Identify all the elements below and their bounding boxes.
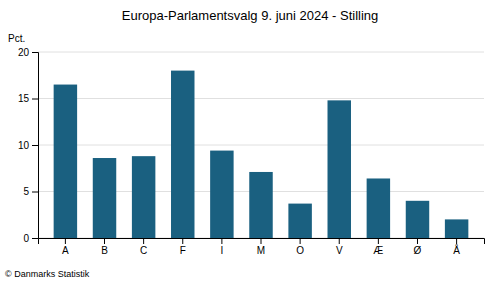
- x-tick: V: [336, 238, 343, 256]
- chart-svg: Europa-Parlamentsvalg 9. juni 2024 - Sti…: [0, 0, 500, 282]
- x-tick: F: [180, 238, 186, 256]
- y-tick-mark: [32, 52, 38, 53]
- x-tick: Å: [453, 238, 460, 256]
- grid-line: [38, 145, 484, 146]
- bar: [132, 156, 155, 238]
- x-tick-mark: [182, 238, 183, 244]
- y-tick: 0: [23, 233, 38, 244]
- x-tick-mark: [417, 238, 418, 244]
- x-tick: Ø: [414, 238, 422, 256]
- y-tick: 15: [18, 93, 38, 104]
- y-tick: 20: [18, 47, 38, 58]
- x-tick-mark: [456, 238, 457, 244]
- y-tick-label: 10: [18, 140, 30, 151]
- x-tick-mark: [261, 238, 262, 244]
- y-tick-label: 5: [23, 186, 29, 197]
- x-tick-label: O: [296, 245, 304, 256]
- y-tick-label: 20: [18, 47, 30, 58]
- y-tick-label: 0: [23, 233, 29, 244]
- bar: [171, 71, 194, 238]
- x-tick-label: B: [101, 245, 108, 256]
- x-tick-label: M: [257, 245, 265, 256]
- bar: [210, 151, 233, 238]
- x-tick-label: I: [220, 245, 223, 256]
- x-tick-mark: [65, 238, 66, 244]
- title: Europa-Parlamentsvalg 9. juni 2024 - Sti…: [122, 8, 379, 23]
- y-tick-mark: [32, 192, 38, 193]
- x-tick-mark: [300, 238, 301, 244]
- bar: [406, 201, 429, 238]
- x-tick-label: Æ: [373, 245, 383, 256]
- chart-container: Europa-Parlamentsvalg 9. juni 2024 - Sti…: [0, 0, 500, 282]
- x-tick-label: Ø: [414, 245, 422, 256]
- grid: [38, 52, 484, 238]
- x-tick-mark: [104, 238, 105, 244]
- bar: [367, 178, 390, 238]
- y-axis-line: [32, 53, 39, 239]
- x-tick-mark: [221, 238, 222, 244]
- x-tick: B: [101, 238, 108, 256]
- grid-line: [38, 98, 484, 99]
- bar: [445, 219, 468, 238]
- x-tick: O: [296, 238, 304, 256]
- footnote: © Danmarks Statistik: [5, 269, 90, 279]
- grid-line: [38, 52, 484, 53]
- y-axis: 0 5 10 15 20: [18, 47, 39, 244]
- x-tick-label: F: [180, 245, 186, 256]
- x-tick-label: A: [62, 245, 69, 256]
- bar: [288, 204, 311, 238]
- x-tick-mark: [378, 238, 379, 244]
- bar: [54, 85, 77, 238]
- y-tick-label: 15: [18, 93, 30, 104]
- plot: 0 5 10 15 20 A B C F I M O V Æ Ø Å: [18, 47, 485, 256]
- x-tick: A: [62, 238, 69, 256]
- x-tick-label: Å: [453, 244, 460, 256]
- bars: [54, 71, 469, 238]
- x-axis: ABCFIMOVÆØÅ: [39, 238, 485, 256]
- y-tick: 5: [23, 186, 38, 197]
- x-tick: I: [220, 238, 223, 256]
- x-tick-label: V: [336, 245, 343, 256]
- y-tick-mark: [32, 99, 38, 100]
- x-tick: Æ: [373, 238, 383, 256]
- bar: [93, 158, 116, 238]
- y-tick: 10: [18, 140, 38, 151]
- y-axis-label: Pct.: [8, 33, 25, 44]
- y-tick-mark: [32, 238, 38, 239]
- x-tick-mark: [143, 238, 144, 244]
- bar: [249, 172, 272, 238]
- x-tick-label: C: [140, 245, 147, 256]
- x-tick: M: [257, 238, 265, 256]
- x-tick-mark: [339, 238, 340, 244]
- x-tick: C: [140, 238, 147, 256]
- x-axis-line: [39, 239, 485, 245]
- bar: [328, 100, 351, 238]
- y-tick-mark: [32, 145, 38, 146]
